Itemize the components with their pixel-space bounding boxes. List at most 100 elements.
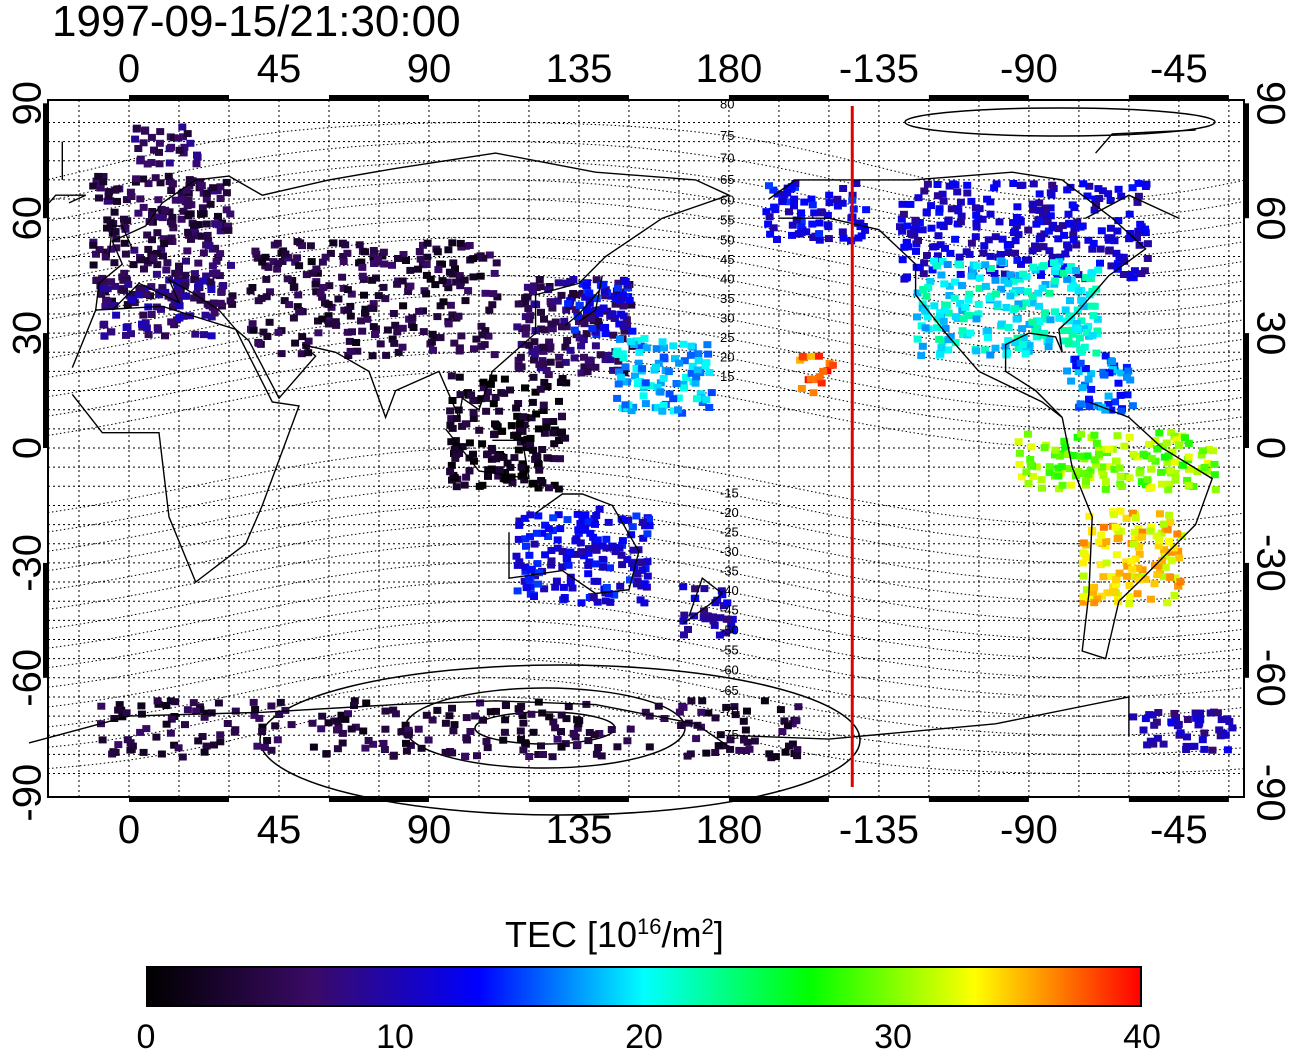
tec-cell xyxy=(1203,467,1212,475)
tec-cell xyxy=(1138,566,1147,574)
tec-cell xyxy=(1186,743,1195,750)
tec-cell xyxy=(645,515,653,523)
tec-cell xyxy=(554,279,563,287)
tec-cell xyxy=(474,253,483,261)
tec-cell xyxy=(606,598,615,606)
tec-cell xyxy=(158,214,167,222)
tec-cell xyxy=(557,743,566,751)
tec-cell xyxy=(1056,253,1065,261)
tec-cell xyxy=(680,384,689,392)
contour-label: -15 xyxy=(720,486,739,501)
right-lat-tick-label: 90 xyxy=(1248,81,1292,126)
tec-cell xyxy=(212,269,221,277)
tec-cell xyxy=(936,312,945,320)
tec-cell xyxy=(1111,576,1120,584)
tec-cell xyxy=(815,230,824,238)
tec-cell xyxy=(563,516,572,524)
tec-cell xyxy=(590,577,599,585)
tec-cell xyxy=(311,280,320,288)
tec-cell xyxy=(446,407,455,415)
tec-cell xyxy=(333,717,342,725)
left-lat-tick-label: 90 xyxy=(6,81,50,126)
tec-data-cells xyxy=(89,123,1237,762)
maglat-contour xyxy=(47,275,1245,353)
tec-cell xyxy=(200,713,209,721)
tec-cell xyxy=(544,533,553,540)
tec-cell xyxy=(1096,561,1105,569)
tec-cell xyxy=(1165,511,1174,519)
tec-cell xyxy=(1165,537,1173,545)
tec-cell xyxy=(388,261,396,269)
tec-cell xyxy=(555,437,563,444)
tec-cell xyxy=(723,615,732,623)
tec-cell xyxy=(1097,531,1106,539)
tec-cell xyxy=(621,401,630,409)
tec-cell xyxy=(369,323,378,331)
tec-cell xyxy=(479,254,488,262)
tec-cell xyxy=(507,422,516,430)
tec-cell xyxy=(613,743,622,751)
tec-cell xyxy=(542,418,551,426)
tec-cell xyxy=(465,242,474,249)
tec-cell xyxy=(181,271,190,279)
tec-cell xyxy=(482,737,491,745)
tec-cell xyxy=(591,540,600,548)
tec-cell xyxy=(467,391,476,399)
tec-cell xyxy=(1122,572,1131,580)
tec-cell xyxy=(1045,463,1054,471)
tec-cell xyxy=(144,257,153,265)
tec-cell xyxy=(1128,509,1137,517)
tec-cell xyxy=(157,245,166,253)
tec-cell xyxy=(258,723,267,731)
contour-label: -50 xyxy=(720,622,739,637)
tec-cell xyxy=(556,455,564,463)
tec-cell xyxy=(587,294,596,302)
tec-cell xyxy=(155,148,163,156)
tec-cell xyxy=(123,301,132,309)
tec-cell xyxy=(182,186,191,194)
tec-cell xyxy=(1125,581,1134,589)
tec-cell xyxy=(1192,714,1201,722)
tec-cell xyxy=(1160,453,1169,461)
tec-cell xyxy=(169,224,178,232)
tec-cell xyxy=(207,709,216,717)
tec-cell xyxy=(515,558,524,566)
tec-cell xyxy=(616,335,624,343)
tec-cell xyxy=(514,705,523,713)
tec-cell xyxy=(454,406,463,414)
tec-cell xyxy=(562,323,571,331)
axis-tick-labels: 0 45 90 135 180 -135 -90 -450 45 90 135 180 -135 -90-… xyxy=(6,47,1292,852)
tec-cell xyxy=(1184,481,1193,489)
tec-cell xyxy=(686,750,695,758)
tec-cell xyxy=(122,196,131,204)
tec-cell xyxy=(533,345,542,353)
tec-cell xyxy=(776,706,785,714)
tec-cell xyxy=(304,349,313,357)
tec-cell xyxy=(514,446,523,454)
tec-cell xyxy=(185,176,194,184)
tec-cell xyxy=(295,308,304,316)
tec-cell xyxy=(563,337,572,344)
tec-cell xyxy=(460,481,469,489)
tec-cell xyxy=(389,706,398,714)
tec-cell xyxy=(475,482,484,490)
tec-cell xyxy=(607,292,616,300)
tec-cell xyxy=(167,715,176,723)
tec-cell xyxy=(897,215,906,223)
tec-cell xyxy=(1085,512,1094,520)
tec-cell xyxy=(1183,476,1192,484)
tec-cell xyxy=(1078,559,1087,567)
tec-cell xyxy=(975,274,984,282)
tec-cell xyxy=(379,739,388,747)
tec-cell xyxy=(438,260,446,268)
tec-cell xyxy=(555,361,564,369)
tec-cell xyxy=(1098,592,1106,600)
tec-cell xyxy=(659,374,668,382)
tec-cell xyxy=(1009,219,1018,227)
tec-cell xyxy=(602,535,611,543)
tec-cell xyxy=(558,548,567,555)
tec-cell xyxy=(332,321,341,329)
tec-cell xyxy=(101,253,110,261)
tec-cell xyxy=(1045,336,1054,343)
tec-cell xyxy=(487,465,496,473)
